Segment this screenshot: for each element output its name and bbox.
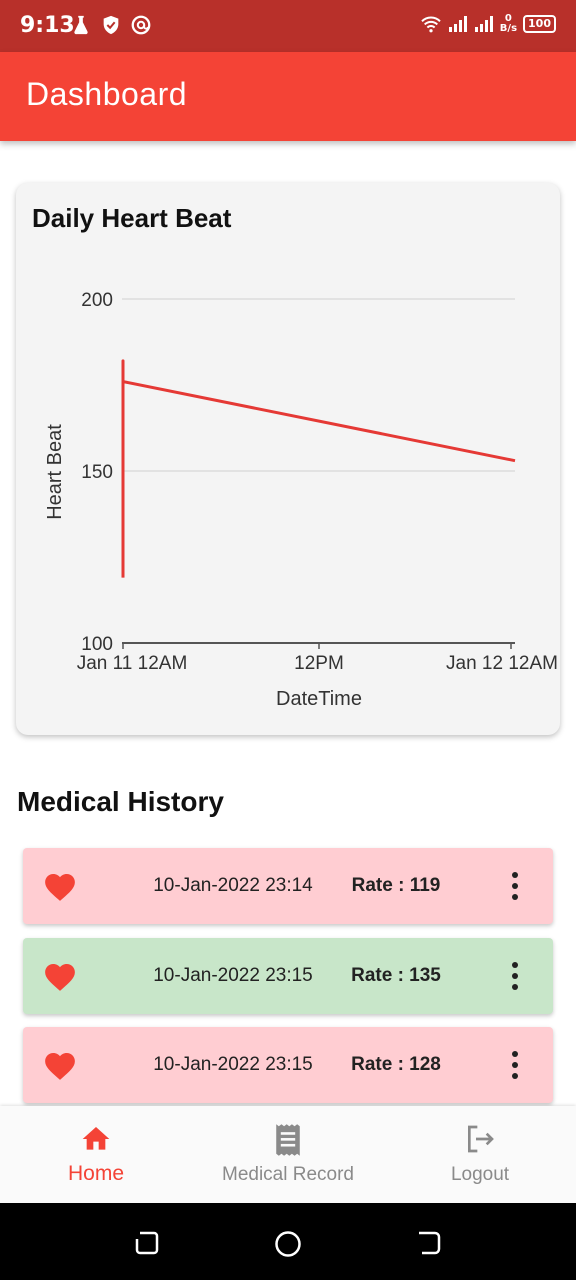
back-icon[interactable] (416, 1230, 442, 1256)
y-axis-title: Heart Beat (44, 424, 66, 520)
history-item[interactable]: 10-Jan-2022 23:15 Rate : 135 (23, 938, 553, 1014)
nav-label-logout: Logout (450, 1164, 510, 1185)
nav-item-medical-record[interactable]: Medical Record (192, 1106, 384, 1203)
heart-icon (45, 1052, 75, 1080)
nav-item-home[interactable]: Home (0, 1106, 192, 1203)
status-system-icons: 0 B/s 100 (420, 14, 556, 34)
more-vert-icon[interactable] (505, 1049, 525, 1081)
x-tick-label: 12PM (294, 653, 344, 674)
y-tick-label: 200 (81, 290, 113, 311)
net-speed: 0 B/s (500, 14, 517, 34)
x-tick-label: Jan 12 12AM (446, 653, 558, 674)
receipt-icon (276, 1124, 300, 1156)
history-rate: Rate : 119 (351, 875, 441, 896)
signal-icon (448, 16, 467, 32)
y-tick-label: 100 (81, 634, 113, 655)
status-bar: 9:13 0 B/s 100 (0, 0, 576, 52)
history-rate: Rate : 135 (351, 965, 441, 986)
battery-indicator: 100 (523, 15, 556, 33)
history-item[interactable]: 10-Jan-2022 23:14 Rate : 119 (23, 848, 553, 924)
status-time: 9:13 (20, 13, 75, 38)
history-date: 10-Jan-2022 23:15 (153, 1054, 313, 1075)
system-navigation-bar (0, 1203, 576, 1280)
net-speed-unit: B/s (499, 23, 518, 34)
nav-label-medical-record: Medical Record (222, 1164, 354, 1185)
heart-beat-chart-card: Daily Heart Beat 200 150 100 Jan 11 12AM 12P… (16, 183, 560, 735)
x-tick-label: Jan 11 12AM (77, 653, 188, 674)
more-vert-icon[interactable] (505, 870, 525, 902)
wifi-icon (421, 16, 441, 33)
at-circle-icon (131, 15, 151, 35)
y-tick-label: 150 (81, 462, 113, 483)
page-title: Dashboard (26, 76, 188, 112)
logout-icon (468, 1125, 494, 1153)
medical-history-title: Medical History (17, 786, 224, 817)
more-vert-icon[interactable] (505, 960, 525, 992)
bottom-navigation: Home Medical Record Logout (0, 1106, 576, 1203)
shield-check-icon (103, 15, 119, 35)
x-axis-title: DateTime (276, 688, 362, 710)
recent-apps-icon[interactable] (134, 1230, 160, 1256)
home-circle-icon[interactable] (274, 1230, 302, 1258)
heart-icon (45, 873, 75, 901)
history-date: 10-Jan-2022 23:14 (153, 875, 313, 896)
history-date: 10-Jan-2022 23:15 (153, 965, 313, 986)
nav-label-home: Home (67, 1162, 125, 1185)
app-bar: Dashboard (0, 52, 576, 141)
flask-icon (74, 15, 88, 35)
chart-title: Daily Heart Beat (32, 203, 232, 233)
nav-item-logout[interactable]: Logout (384, 1106, 576, 1203)
home-icon (82, 1127, 110, 1150)
net-speed-value: 0 (504, 13, 512, 24)
signal-icon-2 (474, 16, 493, 32)
series-line (121, 359, 516, 578)
history-item[interactable]: 10-Jan-2022 23:15 Rate : 128 (23, 1027, 553, 1103)
status-notification-icons (70, 14, 152, 36)
history-rate: Rate : 128 (351, 1054, 441, 1075)
heart-icon (45, 963, 75, 991)
